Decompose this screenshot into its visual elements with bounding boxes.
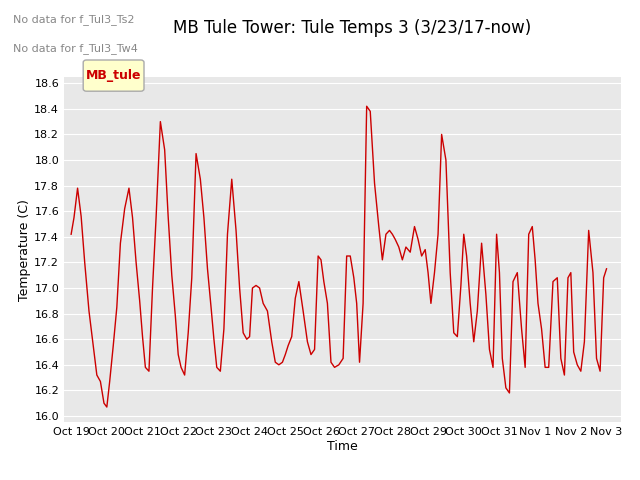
Text: No data for f_Tul3_Ts2: No data for f_Tul3_Ts2: [13, 14, 134, 25]
Text: No data for f_Tul3_Tw4: No data for f_Tul3_Tw4: [13, 43, 138, 54]
Y-axis label: Temperature (C): Temperature (C): [19, 199, 31, 300]
Text: MB_tule: MB_tule: [86, 69, 141, 82]
X-axis label: Time: Time: [327, 440, 358, 453]
Text: MB Tule Tower: Tule Temps 3 (3/23/17-now): MB Tule Tower: Tule Temps 3 (3/23/17-now…: [173, 19, 531, 37]
